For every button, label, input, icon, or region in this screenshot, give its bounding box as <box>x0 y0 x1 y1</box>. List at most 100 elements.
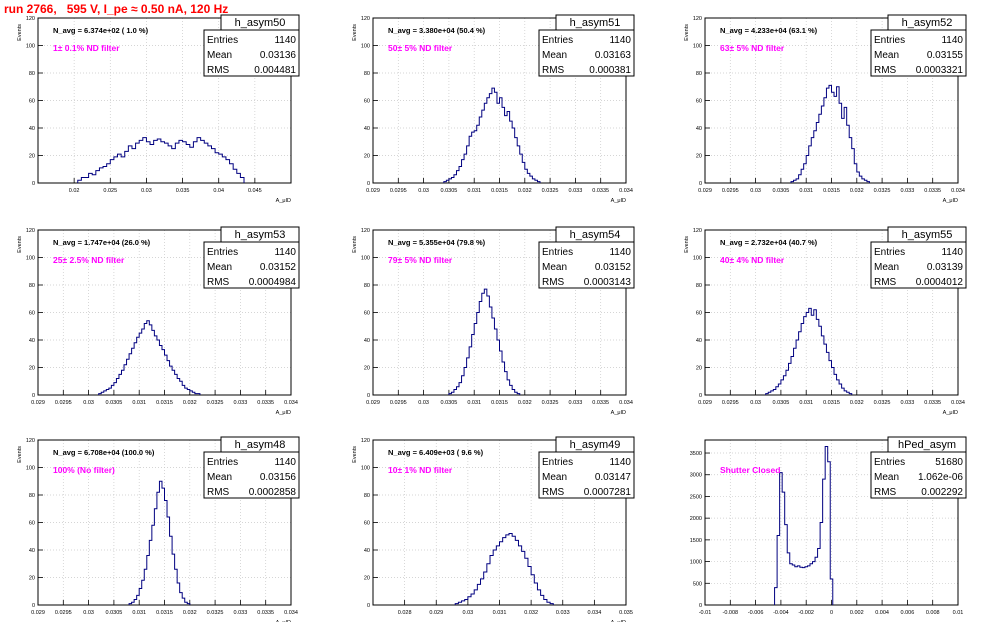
filter-annotation: 79± 5% ND filter <box>388 255 453 265</box>
y-tick-label: 80 <box>29 71 35 77</box>
stats-key: Mean <box>874 472 899 483</box>
stats-box <box>538 29 635 77</box>
x-tick-label: 0.033 <box>234 400 248 406</box>
x-tick-label: 0.034 <box>284 400 298 406</box>
stats-value: 0.03136 <box>260 50 297 61</box>
stats-value: 0.004481 <box>254 65 296 76</box>
histogram-bin <box>157 139 161 183</box>
x-tick-label: 0.032 <box>850 188 864 194</box>
y-tick-label: 40 <box>696 338 702 344</box>
histogram-bin <box>816 123 819 184</box>
histogram-bin <box>821 336 824 395</box>
x-tick-label: 0.045 <box>248 188 262 194</box>
x-tick-label: 0.033 <box>901 188 915 194</box>
histogram-bin <box>522 551 525 605</box>
x-tick-label: 0.029 <box>698 188 712 194</box>
histogram-bin <box>143 138 147 183</box>
stats-value: 0.03152 <box>260 262 297 273</box>
x-tick-label: 0.031 <box>132 610 146 616</box>
y-axis-label: Events <box>352 446 358 463</box>
x-tick-label: 0.0315 <box>491 188 508 194</box>
stats-value: 0.0004984 <box>249 277 297 288</box>
stats-key: Entries <box>874 457 905 468</box>
navg-label: N_avg = 1.747e+04 (26.0 %) <box>53 238 151 247</box>
x-tick-label: 0.034 <box>951 188 965 194</box>
stats-box <box>870 451 967 499</box>
y-tick-label: 100 <box>361 466 370 472</box>
x-tick-label: 0.033 <box>234 610 248 616</box>
stats-title: h_asym55 <box>902 229 953 241</box>
navg-label: N_avg = 6.708e+04 (100.0 %) <box>53 448 155 457</box>
y-tick-label: 100 <box>693 44 702 50</box>
x-tick-label: 0.03 <box>463 610 474 616</box>
navg-label: N_avg = 3.380e+04 (50.4 %) <box>388 26 486 35</box>
x-tick-label: 0.032 <box>518 188 532 194</box>
histogram-bin <box>834 96 837 183</box>
histogram-bin <box>233 169 237 183</box>
histogram-bin <box>146 142 150 183</box>
stats-value: 0.03152 <box>595 262 632 273</box>
histogram-bin <box>179 140 183 183</box>
y-tick-label: 60 <box>29 99 35 105</box>
histogram-bin <box>175 143 179 183</box>
x-tick-label: 0.0325 <box>542 400 559 406</box>
y-axis-label: Events <box>684 236 690 253</box>
histogram-bin <box>132 149 136 183</box>
histogram-bin <box>99 168 103 183</box>
x-tick-label: 0.033 <box>569 188 583 194</box>
stats-value: 0.002292 <box>921 487 963 498</box>
histogram-bin <box>790 564 793 605</box>
histogram-bin <box>237 173 241 183</box>
navg-label: N_avg = 6.409e+03 ( 9.6 %) <box>388 448 484 457</box>
histogram-bin <box>142 329 145 395</box>
x-tick-label: 0.0335 <box>924 400 941 406</box>
histogram-bin <box>85 178 89 184</box>
histogram-bin <box>190 147 194 183</box>
x-tick-label: 0 <box>830 610 833 616</box>
y-tick-label: 80 <box>29 493 35 499</box>
x-tick-label: -0.004 <box>773 610 789 616</box>
histogram-bin <box>137 337 140 395</box>
pad-h_asym54: 0.029 0.0295 0.03 0.0305 0.031 0.0315 0.032 0.0… <box>352 226 635 416</box>
y-tick-label: 100 <box>26 44 35 50</box>
y-tick-label: 120 <box>361 16 370 22</box>
stats-key: Entries <box>207 35 238 46</box>
y-tick-label: 0 <box>32 603 35 609</box>
histogram-bin <box>829 85 832 183</box>
stats-key: Mean <box>207 262 232 273</box>
x-tick-label: 0.01 <box>953 610 964 616</box>
x-tick-label: 0.04 <box>213 188 224 194</box>
stats-key: Mean <box>542 472 567 483</box>
histogram-bin <box>816 319 819 395</box>
histogram-bin <box>802 568 805 605</box>
histogram-line <box>98 320 201 395</box>
histogram-bin <box>125 151 129 183</box>
stats-key: Entries <box>874 35 905 46</box>
x-tick-label: 0.0325 <box>207 610 224 616</box>
histogram-bin <box>226 160 230 183</box>
y-tick-label: 80 <box>696 283 702 289</box>
x-tick-label: 0.029 <box>31 610 45 616</box>
filter-annotation: 1± 0.1% ND filter <box>53 43 120 53</box>
stats-key: Mean <box>542 50 567 61</box>
x-tick-label: 0.029 <box>366 188 380 194</box>
x-tick-label: 0.002 <box>850 610 864 616</box>
pad-h_asym48: 0.029 0.0295 0.03 0.0305 0.031 0.0315 0.032 0.0… <box>17 436 300 622</box>
stats-key: Mean <box>542 262 567 273</box>
x-tick-label: 0.035 <box>619 610 633 616</box>
x-tick-label: -0.01 <box>699 610 712 616</box>
x-tick-label: 0.031 <box>799 400 813 406</box>
x-tick-label: 0.029 <box>429 610 443 616</box>
histogram-bin <box>489 94 492 183</box>
histogram-bin <box>162 488 165 605</box>
y-tick-label: 60 <box>29 521 35 527</box>
x-tick-label: 0.034 <box>619 400 633 406</box>
x-tick-label: 0.0295 <box>390 400 407 406</box>
x-tick-label: 0.033 <box>901 400 915 406</box>
histogram-bin <box>165 143 169 183</box>
histogram-bin <box>815 557 818 605</box>
histogram-bin <box>134 343 137 395</box>
histogram-bin <box>208 146 212 183</box>
stats-key: Entries <box>542 247 573 258</box>
y-axis-label: Events <box>684 24 690 41</box>
